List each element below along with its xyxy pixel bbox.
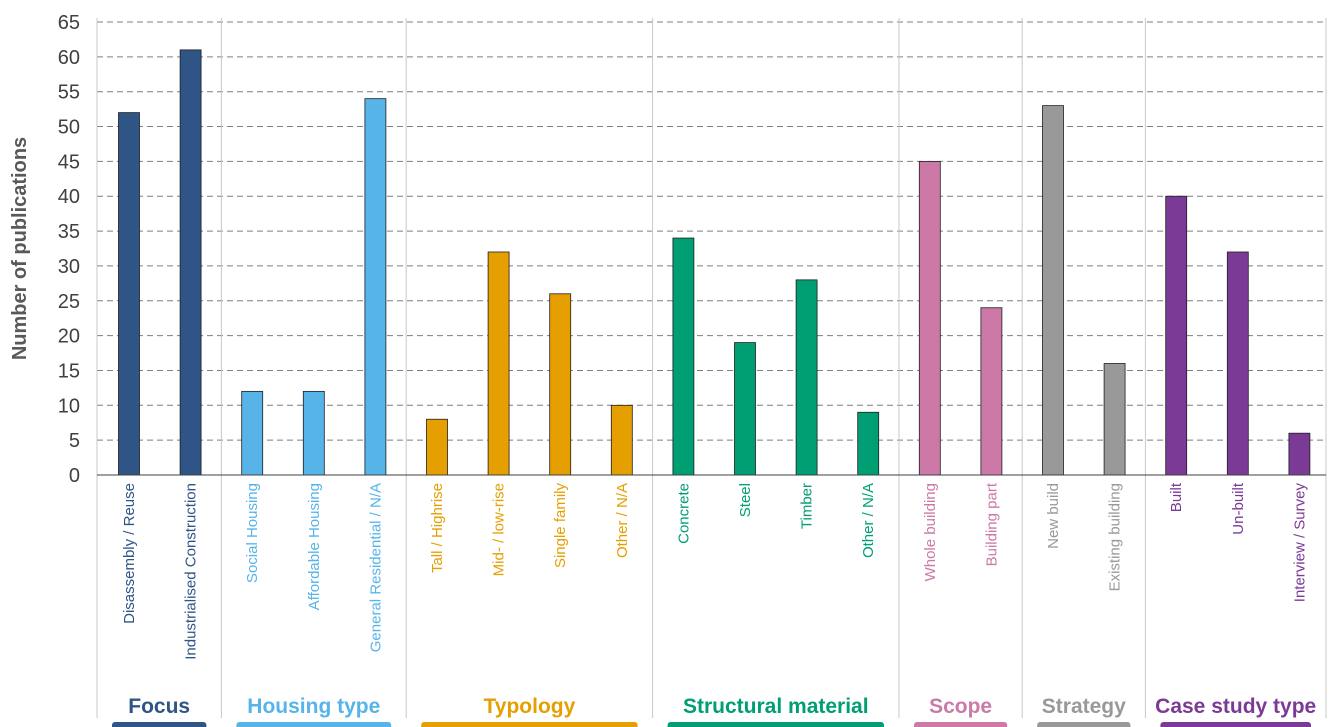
y-tick-label: 60 bbox=[58, 47, 80, 69]
y-tick-label: 25 bbox=[58, 291, 80, 313]
y-tick-label: 20 bbox=[58, 326, 80, 348]
y-tick-label: 30 bbox=[58, 256, 80, 278]
y-tick-label: 65 bbox=[58, 12, 80, 34]
bar bbox=[487, 251, 510, 476]
bar bbox=[118, 112, 140, 476]
category-label: Un-built bbox=[1230, 482, 1247, 535]
bar bbox=[672, 237, 695, 476]
category-label: New build bbox=[1045, 483, 1062, 549]
bar bbox=[1103, 363, 1126, 476]
group-underline bbox=[1160, 722, 1311, 727]
category-label: Interview / Survey bbox=[1291, 483, 1308, 603]
bar bbox=[795, 279, 818, 476]
category-label: Other / N/A bbox=[860, 483, 877, 558]
group-label: Structural material bbox=[683, 695, 869, 718]
bar bbox=[1165, 195, 1188, 476]
bar bbox=[302, 390, 325, 476]
gridlines bbox=[97, 21, 1326, 441]
y-tick-label: 0 bbox=[69, 465, 80, 487]
bar bbox=[734, 342, 756, 476]
y-tick-label: 45 bbox=[58, 151, 80, 173]
category-label: Mid- / low-rise bbox=[491, 483, 508, 576]
y-tick-label: 5 bbox=[69, 430, 80, 452]
bar bbox=[980, 307, 1003, 476]
group-label: Case study type bbox=[1155, 695, 1316, 718]
group-labels: Focus Housing type Typology Structural mate… bbox=[112, 695, 1316, 727]
y-tick-label: 55 bbox=[58, 82, 80, 104]
category-labels: Disassembly / Reuse Industrialised Constr… bbox=[121, 482, 1308, 660]
group-label: Typology bbox=[484, 695, 576, 718]
group-underline bbox=[421, 722, 638, 727]
category-label: Existing building bbox=[1107, 483, 1124, 591]
group-label: Scope bbox=[929, 695, 992, 718]
bar bbox=[364, 98, 387, 476]
category-label: Social Housing bbox=[244, 483, 261, 583]
y-axis-ticks: 0 5 10 15 20 25 30 35 40 45 50 55 60 65 bbox=[58, 12, 80, 487]
group-label: Strategy bbox=[1042, 695, 1126, 718]
bar bbox=[1288, 432, 1311, 476]
group-underline bbox=[1037, 722, 1131, 727]
category-label: Single family bbox=[552, 483, 569, 569]
bar bbox=[1042, 105, 1064, 476]
category-label: Building part bbox=[983, 482, 1000, 566]
bar bbox=[241, 390, 264, 476]
group-underline bbox=[914, 722, 1008, 727]
bar bbox=[1226, 251, 1249, 476]
category-label: Affordable Housing bbox=[306, 483, 323, 610]
group-underline bbox=[112, 722, 207, 727]
category-label: Timber bbox=[799, 483, 816, 529]
y-tick-label: 50 bbox=[58, 117, 80, 139]
bar bbox=[918, 160, 941, 476]
y-tick-label: 40 bbox=[58, 186, 80, 208]
y-tick-label: 35 bbox=[58, 221, 80, 243]
bar bbox=[610, 404, 633, 476]
group-dividers bbox=[96, 18, 1327, 718]
bars bbox=[118, 49, 1311, 476]
category-label: Disassembly / Reuse bbox=[121, 483, 138, 624]
group-underline bbox=[236, 722, 392, 727]
category-label: Whole building bbox=[922, 483, 939, 581]
category-label: Concrete bbox=[675, 483, 692, 544]
group-underline bbox=[667, 722, 884, 727]
bar bbox=[857, 411, 880, 476]
bar bbox=[549, 293, 572, 476]
y-tick-label: 15 bbox=[58, 360, 80, 382]
bar bbox=[426, 418, 448, 476]
category-label: Steel bbox=[737, 483, 754, 517]
group-label: Focus bbox=[128, 695, 190, 718]
category-label: General Residential / N/A bbox=[367, 483, 384, 652]
category-label: Tall / Highrise bbox=[429, 483, 446, 573]
y-tick-label: 10 bbox=[58, 395, 80, 417]
y-axis-label: Number of publications bbox=[9, 137, 31, 360]
bar bbox=[179, 49, 202, 476]
category-label: Built bbox=[1168, 482, 1185, 512]
group-label: Housing type bbox=[247, 695, 380, 718]
category-label: Other / N/A bbox=[614, 483, 631, 558]
category-label: Industrialised Construction bbox=[183, 483, 200, 660]
